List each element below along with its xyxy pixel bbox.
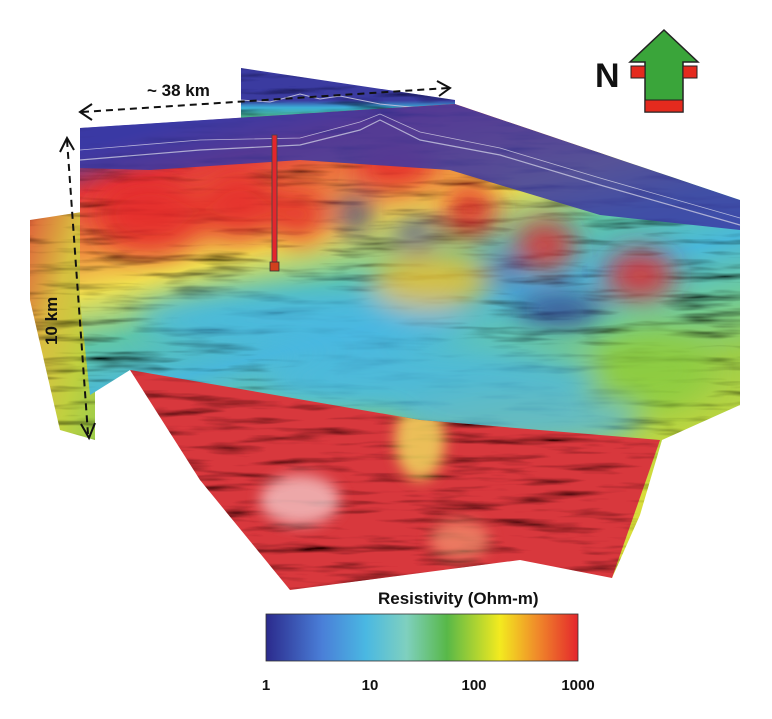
well-marker (269, 134, 280, 272)
left-depth-slice (30, 210, 95, 440)
width-label: ~ 38 km (147, 81, 210, 100)
depth-dimension: 10 km (42, 135, 96, 441)
width-dimension: ~ 38 km (78, 80, 452, 121)
colorbar-tick-1000: 1000 (561, 677, 594, 694)
north-label: N (595, 57, 620, 95)
colorbar-tick-1: 1 (262, 677, 270, 694)
colorbar-gradient (265, 613, 579, 662)
depth-label: 10 km (42, 297, 61, 345)
north-compass: N (595, 28, 700, 113)
colorbar-tick-100: 100 (461, 677, 486, 694)
colorbar-title: Resistivity (Ohm-m) (378, 589, 539, 608)
deep-depth-slice (130, 370, 660, 590)
colorbar: Resistivity (Ohm-m) 1 10 100 1000 (262, 589, 595, 694)
colorbar-tick-10: 10 (362, 677, 379, 694)
